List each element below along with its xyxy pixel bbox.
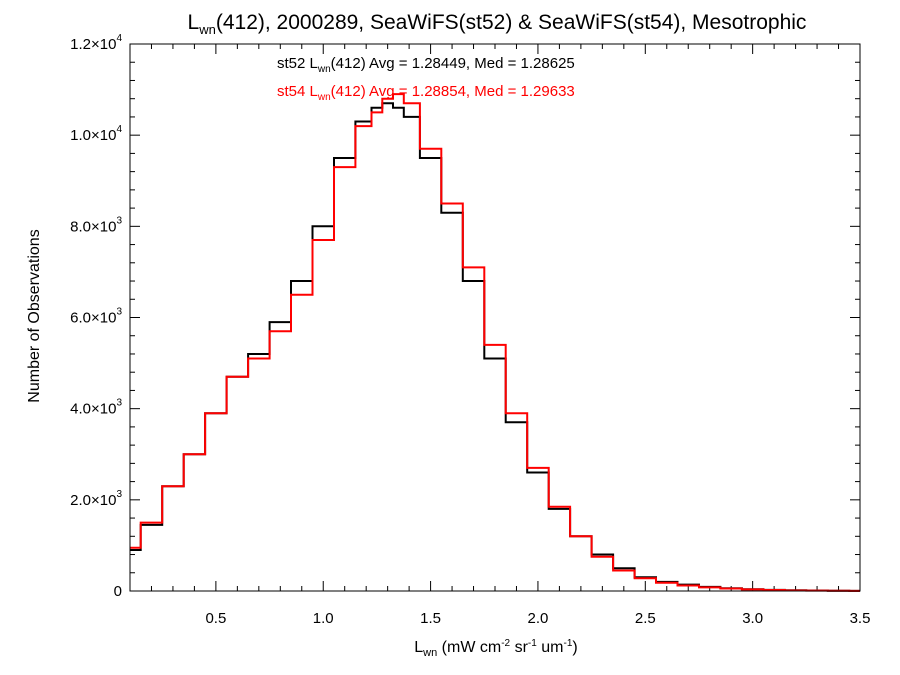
x-label-sub: wn bbox=[422, 647, 437, 659]
x-tick-label: 3.5 bbox=[850, 610, 871, 627]
annotation-st54: st54 Lwn(412) Avg = 1.28854, Med = 1.296… bbox=[277, 83, 575, 103]
chart-title-rest: (412), 2000289, SeaWiFS(st52) & SeaWiFS(… bbox=[216, 11, 807, 34]
annotation-st54-sub: wn bbox=[317, 92, 331, 103]
y-tick-label: 0 bbox=[114, 583, 122, 600]
annotation-st52: st52 Lwn(412) Avg = 1.28449, Med = 1.286… bbox=[277, 55, 575, 75]
x-tick-label: 1.0 bbox=[313, 610, 334, 627]
chart-title-prefix: L bbox=[188, 11, 200, 34]
axis-ticks: 0.5 1.0 1.5 2.0 2.5 3.0 3.5 0 2.0×103 4.0×103 6.0×… bbox=[70, 33, 870, 627]
chart-title: Lwn(412), 2000289, SeaWiFS(st52) & SeaWi… bbox=[188, 11, 807, 37]
x-tick-label: 2.0 bbox=[528, 610, 549, 627]
series-line-st52 bbox=[130, 102, 860, 592]
plot-frame bbox=[129, 43, 861, 592]
y-tick-label: 1.0×104 bbox=[70, 124, 122, 144]
x-label-sup2: -1 bbox=[528, 638, 537, 649]
series-line-st54 bbox=[130, 93, 860, 592]
annotation-st52-sub: wn bbox=[317, 64, 331, 75]
annotation-st54-post: (412) Avg = 1.28854, Med = 1.29633 bbox=[331, 83, 575, 100]
series-group bbox=[130, 93, 860, 592]
x-label-sup1: -2 bbox=[501, 638, 510, 649]
annotation-st52-post: (412) Avg = 1.28449, Med = 1.28625 bbox=[331, 55, 575, 72]
x-tick-label: 1.5 bbox=[420, 610, 441, 627]
x-tick-label: 2.5 bbox=[635, 610, 656, 627]
x-tick-label: 0.5 bbox=[205, 610, 226, 627]
y-axis-label: Number of Observations bbox=[26, 229, 43, 402]
chart-title-sub: wn bbox=[198, 22, 216, 37]
y-tick-label: 2.0×103 bbox=[70, 489, 122, 509]
y-tick-label: 4.0×103 bbox=[70, 398, 122, 418]
annotation-st52-pre: st52 L bbox=[277, 55, 318, 72]
y-tick-label: 6.0×103 bbox=[70, 307, 122, 327]
y-tick-label: 8.0×103 bbox=[70, 215, 122, 235]
x-label-sup3: -1 bbox=[563, 638, 572, 649]
annotation-st54-pre: st54 L bbox=[277, 83, 318, 100]
x-label-rest3: um bbox=[537, 639, 564, 656]
x-label-rest2: sr bbox=[510, 639, 528, 656]
y-tick-label: 1.2×104 bbox=[70, 33, 122, 53]
x-label-l: L bbox=[414, 639, 423, 656]
x-label-rest: (mW cm bbox=[437, 639, 501, 656]
x-label-rest4: ) bbox=[572, 639, 577, 656]
x-axis-label: Lwn (mW cm-2 sr-1 um-1) bbox=[414, 638, 577, 659]
x-tick-label: 3.0 bbox=[742, 610, 763, 627]
